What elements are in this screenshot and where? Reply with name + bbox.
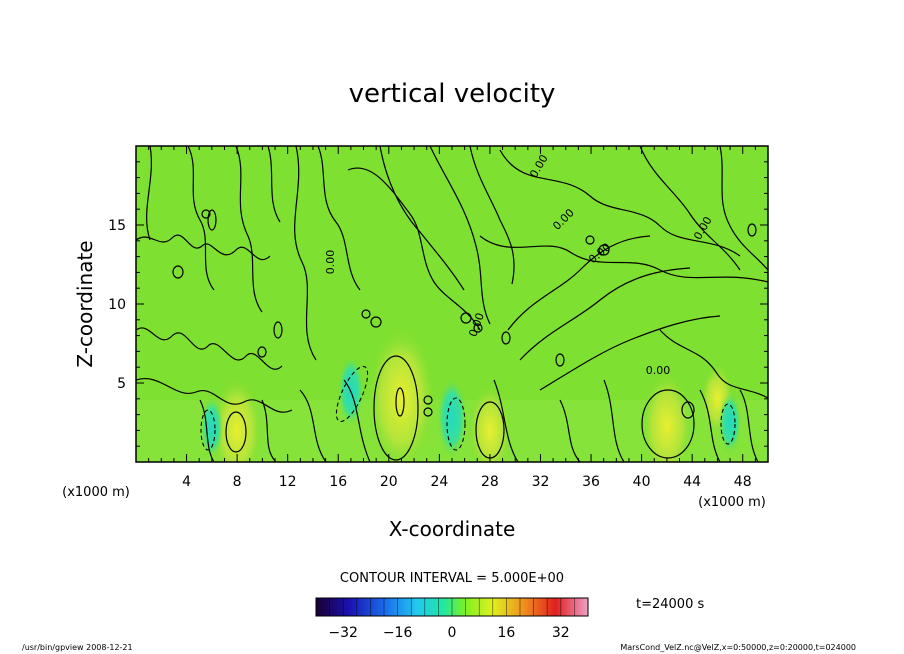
updraft-1 xyxy=(366,325,436,462)
x-tick-label: 16 xyxy=(329,474,347,490)
y-axis-label: Z-coordinate xyxy=(73,240,97,367)
contour-lines xyxy=(136,146,768,462)
colorbar-tick-label: 32 xyxy=(552,625,570,641)
x-tick-label: 48 xyxy=(734,474,752,490)
y-unit-label: (x1000 m) xyxy=(62,485,130,500)
negative-contours xyxy=(200,365,736,451)
colorbar-tick-label: 16 xyxy=(497,625,515,641)
contour-value-label: 0.00 xyxy=(324,250,337,275)
x-tick-label: 4 xyxy=(182,474,191,490)
contour-value-label: 0.00 xyxy=(646,364,671,377)
x-tick-label: 12 xyxy=(279,474,297,490)
colorbar-tick-label: 0 xyxy=(448,625,457,641)
x-tick-label: 44 xyxy=(683,474,701,490)
x-tick-label: 20 xyxy=(380,474,398,490)
updraft-2 xyxy=(468,383,512,462)
x-tick-label: 8 xyxy=(233,474,242,490)
x-unit-label: (x1000 m) xyxy=(698,495,766,510)
x-tick-label: 40 xyxy=(633,474,651,490)
footer-right: MarsCond_VelZ.nc@VelZ,x=0:50000,z=0:2000… xyxy=(620,643,856,652)
x-tick-label: 28 xyxy=(481,474,499,490)
x-axis-label: X-coordinate xyxy=(389,517,516,541)
time-label: t=24000 s xyxy=(636,597,704,612)
contour-interval-text: CONTOUR INTERVAL = 5.000E+00 xyxy=(340,571,564,586)
x-tick-label: 36 xyxy=(582,474,600,490)
colorbar-tick-label: −16 xyxy=(383,625,413,641)
y-tick-label: 15 xyxy=(108,218,126,234)
y-tick-label: 5 xyxy=(117,376,126,392)
plot-area: 0.000.000.000.000.000.000.00 xyxy=(135,145,769,463)
downdraft-3 xyxy=(718,391,742,454)
updraft-3 xyxy=(641,371,693,462)
colorbar: −32 −16 0 16 32 xyxy=(315,597,589,641)
x-axis-ticks: 4 8 12 16 20 24 28 32 36 40 44 48 xyxy=(148,146,756,490)
y-tick-label: 10 xyxy=(108,297,126,313)
y-axis-ticks: 5 10 15 xyxy=(108,161,768,447)
chart-title: vertical velocity xyxy=(349,79,556,109)
downdraft-0 xyxy=(200,396,224,459)
downdraft-2 xyxy=(437,376,467,459)
x-tick-label: 24 xyxy=(430,474,448,490)
colorbar-ticks: −32 −16 0 16 32 xyxy=(315,598,589,641)
footer-left: /usr/bin/gpview 2008-12-21 xyxy=(22,643,133,652)
x-tick-label: 32 xyxy=(532,474,550,490)
colorbar-tick-label: −32 xyxy=(328,625,358,641)
updraft-0 xyxy=(211,376,263,462)
